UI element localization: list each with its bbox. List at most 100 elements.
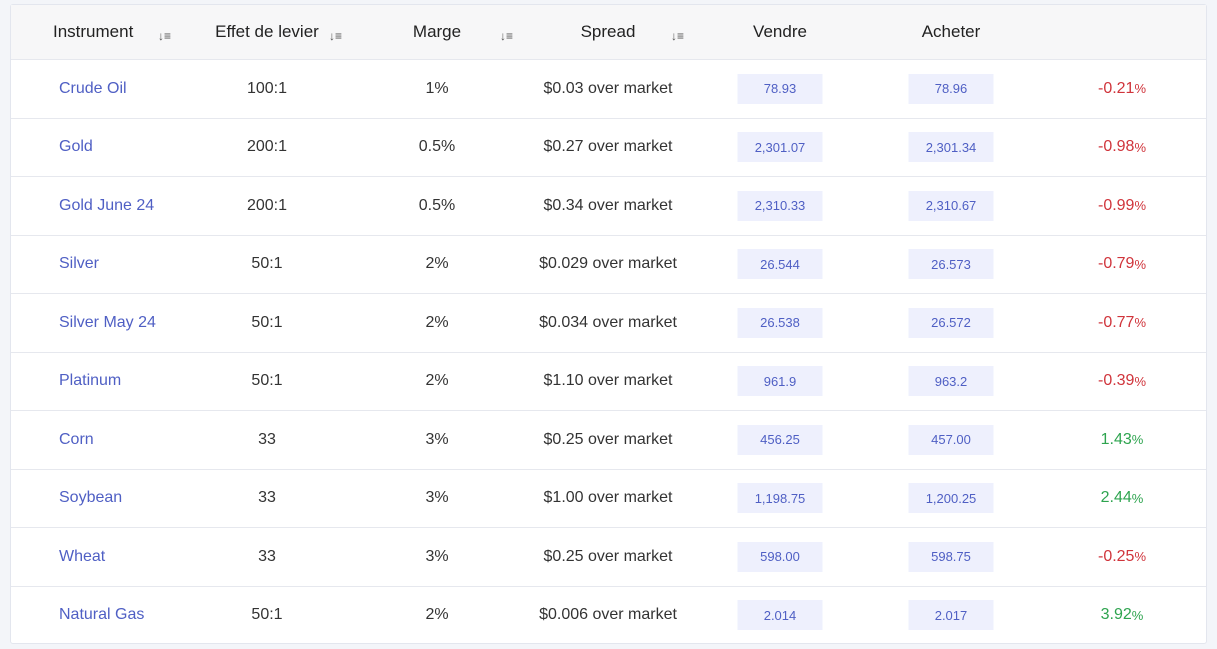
percent-sign: % — [1134, 81, 1147, 97]
header-buy: Acheter — [921, 22, 981, 41]
spread-value: $0.034 over market — [539, 313, 677, 331]
table-row[interactable]: Wheat 33 3% $0.25 over market 598.00 598… — [11, 527, 1206, 586]
spread-value: $0.03 over market — [543, 79, 673, 97]
change-value: -0.25% — [1098, 528, 1146, 586]
buy-button[interactable]: 2,310.67 — [908, 190, 994, 221]
table-row[interactable]: Corn 33 3% $0.25 over market 456.25 457.… — [11, 410, 1206, 469]
margin-value: 0.5% — [418, 196, 456, 214]
leverage-value: 33 — [258, 430, 276, 448]
instrument-link[interactable]: Gold — [59, 138, 93, 156]
margin-value: 3% — [425, 547, 449, 565]
sort-icon[interactable]: ↓≡ — [500, 29, 514, 43]
leverage-value: 100:1 — [246, 79, 288, 97]
leverage-value: 33 — [258, 547, 276, 565]
sort-icon[interactable]: ↓≡ — [671, 29, 685, 43]
margin-value: 2% — [425, 255, 449, 273]
change-value: -0.98% — [1098, 119, 1146, 177]
change-number: -0.99 — [1097, 196, 1135, 214]
table-row[interactable]: Silver May 24 50:1 2% $0.034 over market… — [11, 293, 1206, 352]
change-number: -0.39 — [1097, 372, 1135, 390]
instrument-link[interactable]: Crude Oil — [59, 79, 127, 97]
change-value: -0.39% — [1098, 353, 1146, 411]
sell-button[interactable]: 961.9 — [737, 366, 823, 397]
sell-button[interactable]: 26.538 — [737, 307, 823, 338]
sort-icon[interactable]: ↓≡ — [329, 29, 343, 43]
sell-button[interactable]: 2.014 — [737, 600, 823, 631]
instrument-link[interactable]: Silver May 24 — [59, 313, 156, 331]
spread-value: $0.27 over market — [543, 138, 673, 156]
header-leverage: Effet de levier — [215, 22, 319, 41]
sell-button[interactable]: 26.544 — [737, 249, 823, 280]
margin-value: 0.5% — [418, 138, 456, 156]
sell-button[interactable]: 2,310.33 — [737, 190, 823, 221]
buy-button[interactable]: 457.00 — [908, 424, 994, 455]
sell-button[interactable]: 78.93 — [737, 73, 823, 104]
sort-icon[interactable]: ↓≡ — [158, 29, 172, 43]
buy-button[interactable]: 2.017 — [908, 600, 994, 631]
buy-button[interactable]: 26.573 — [908, 249, 994, 280]
change-number: -0.25 — [1097, 547, 1135, 565]
leverage-value: 50:1 — [251, 372, 283, 390]
sell-button[interactable]: 2,301.07 — [737, 132, 823, 163]
leverage-value: 50:1 — [251, 255, 283, 273]
sell-button[interactable]: 456.25 — [737, 424, 823, 455]
spread-value: $1.10 over market — [543, 372, 673, 390]
percent-sign: % — [1134, 139, 1147, 155]
table-row[interactable]: Gold 200:1 0.5% $0.27 over market 2,301.… — [11, 117, 1206, 177]
table-row[interactable]: Gold June 24 200:1 0.5% $0.34 over marke… — [11, 176, 1206, 235]
change-number: -0.77 — [1097, 313, 1135, 331]
spread-value: $0.029 over market — [539, 255, 677, 273]
buy-button[interactable]: 78.96 — [908, 73, 994, 104]
buy-button[interactable]: 26.572 — [908, 307, 994, 338]
change-value: -0.79% — [1098, 236, 1146, 294]
table-row[interactable]: Crude Oil 100:1 1% $0.03 over market 78.… — [11, 59, 1206, 118]
percent-sign: % — [1134, 198, 1147, 214]
buy-button[interactable]: 2,301.34 — [908, 132, 994, 163]
table-header: Instrument ↓≡ Effet de levier ↓≡ Marge ↓… — [11, 5, 1206, 59]
margin-value: 3% — [425, 430, 449, 448]
change-number: 3.92 — [1100, 606, 1132, 624]
percent-sign: % — [1134, 549, 1147, 565]
instrument-link[interactable]: Wheat — [59, 547, 106, 565]
leverage-value: 200:1 — [246, 138, 288, 156]
change-number: -0.79 — [1097, 255, 1135, 273]
leverage-value: 200:1 — [246, 196, 288, 214]
change-number: -0.98 — [1097, 138, 1135, 156]
table-row[interactable]: Natural Gas 50:1 2% $0.006 over market 2… — [11, 585, 1206, 645]
table-row[interactable]: Soybean 33 3% $1.00 over market 1,198.75… — [11, 468, 1206, 528]
table-row[interactable]: Silver 50:1 2% $0.029 over market 26.544… — [11, 234, 1206, 294]
change-number: 1.43 — [1100, 430, 1132, 448]
sell-button[interactable]: 598.00 — [737, 541, 823, 572]
instrument-link[interactable]: Corn — [59, 430, 94, 448]
margin-value: 3% — [425, 489, 449, 507]
instrument-link[interactable]: Platinum — [59, 372, 122, 390]
leverage-value: 50:1 — [251, 313, 283, 331]
header-sell: Vendre — [753, 22, 807, 41]
instrument-link[interactable]: Silver — [59, 255, 100, 273]
header-spread: Spread — [580, 22, 636, 41]
table-row[interactable]: Platinum 50:1 2% $1.10 over market 961.9… — [11, 351, 1206, 411]
margin-value: 2% — [425, 606, 449, 624]
percent-sign: % — [1131, 607, 1144, 623]
buy-button[interactable]: 1,200.25 — [908, 483, 994, 514]
buy-button[interactable]: 598.75 — [908, 541, 994, 572]
instrument-link[interactable]: Gold June 24 — [59, 196, 155, 214]
change-number: -0.21 — [1097, 79, 1135, 97]
instrument-link[interactable]: Soybean — [59, 489, 123, 507]
percent-sign: % — [1134, 256, 1147, 272]
change-value: 3.92% — [1101, 587, 1144, 645]
buy-button[interactable]: 963.2 — [908, 366, 994, 397]
change-value: -0.21% — [1098, 60, 1146, 118]
spread-value: $0.25 over market — [543, 547, 673, 565]
percent-sign: % — [1134, 373, 1147, 389]
change-value: -0.77% — [1098, 294, 1146, 352]
change-number: 2.44 — [1100, 489, 1132, 507]
percent-sign: % — [1131, 490, 1144, 506]
header-margin: Marge — [412, 22, 462, 41]
instrument-link[interactable]: Natural Gas — [59, 606, 145, 624]
sell-button[interactable]: 1,198.75 — [737, 483, 823, 514]
spread-value: $0.34 over market — [543, 196, 673, 214]
spread-value: $0.006 over market — [539, 606, 677, 624]
margin-value: 2% — [425, 372, 449, 390]
percent-sign: % — [1131, 432, 1144, 448]
